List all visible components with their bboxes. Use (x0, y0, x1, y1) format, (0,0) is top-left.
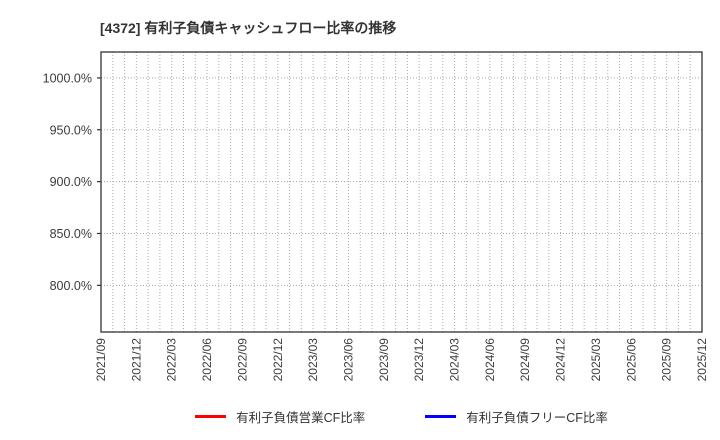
x-axis-tick-label: 2023/03 (306, 338, 320, 382)
x-axis-tick-label: 2024/03 (448, 338, 462, 382)
x-axis-tick-label: 2025/09 (660, 338, 674, 382)
x-axis-tick-label: 2025/06 (624, 338, 638, 382)
x-axis-tick-label: 2023/12 (412, 338, 426, 382)
y-axis-tick-label: 950.0% (50, 123, 92, 137)
x-axis-tick-label: 2022/03 (165, 338, 179, 382)
legend-item-free-cf-ratio: 有利子負債フリーCF比率 (425, 407, 608, 426)
legend-item-operating-cf-ratio: 有利子負債営業CF比率 (195, 407, 365, 426)
legend-label-operating-cf-ratio: 有利子負債営業CF比率 (236, 410, 366, 425)
blue-line-legend-icon (425, 414, 457, 418)
x-axis-tick-label: 2022/09 (235, 338, 249, 382)
y-axis-tick-label: 800.0% (50, 279, 92, 293)
y-axis-tick-label: 1000.0% (43, 71, 92, 85)
legend: 有利子負債営業CF比率 有利子負債フリーCF比率 (101, 407, 702, 425)
chart-title: [4372] 有利子負債キャッシュフロー比率の推移 (100, 20, 397, 36)
x-axis-tick-label: 2025/03 (589, 338, 603, 382)
x-axis-tick-label: 2022/06 (200, 338, 214, 382)
x-axis-tick-label: 2024/09 (518, 338, 532, 382)
y-axis-tick-label: 900.0% (50, 175, 92, 189)
x-axis-tick-label: 2024/06 (483, 338, 497, 382)
legend-label-free-cf-ratio: 有利子負債フリーCF比率 (466, 410, 608, 425)
x-axis-tick-label: 2021/09 (94, 338, 108, 382)
x-axis-tick-label: 2021/12 (129, 338, 143, 382)
x-axis-tick-label: 2023/09 (377, 338, 391, 382)
x-axis-tick-label: 2025/12 (695, 338, 709, 382)
x-axis-tick-label: 2023/06 (341, 338, 355, 382)
red-line-legend-icon (195, 414, 227, 418)
x-axis-tick-label: 2024/12 (554, 338, 568, 382)
x-axis-tick-label: 2022/12 (271, 338, 285, 382)
plot-border (100, 51, 703, 333)
y-axis-tick-label: 850.0% (50, 227, 92, 241)
